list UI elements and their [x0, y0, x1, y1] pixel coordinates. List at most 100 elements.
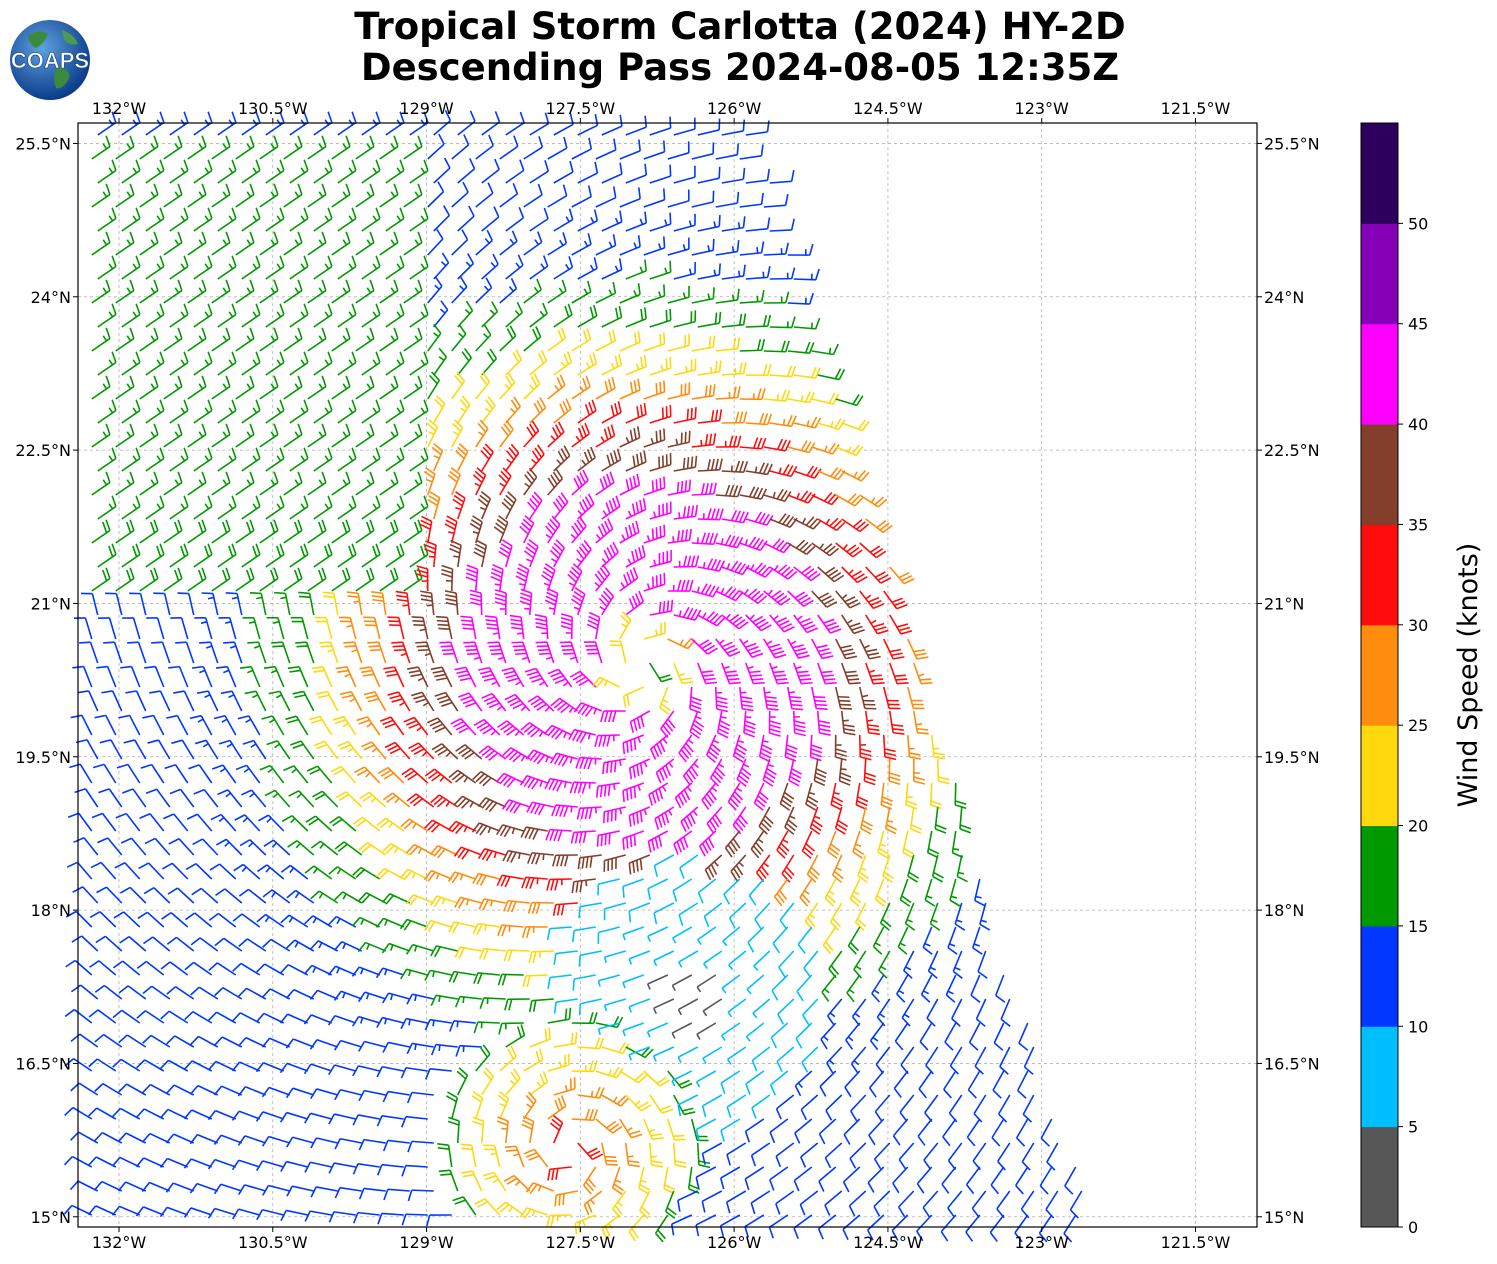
barb-feather: [563, 805, 569, 818]
barb-feather: [689, 708, 701, 714]
wind-barb: [550, 752, 578, 767]
wind-barb: [834, 686, 853, 710]
wind-barb: [429, 845, 459, 859]
barb-half-feather: [664, 267, 668, 274]
barb-feather: [793, 720, 806, 725]
barb-feather: [528, 467, 538, 478]
barb-feather: [545, 829, 551, 841]
barb-feather: [682, 555, 688, 567]
barb-feather: [579, 880, 583, 893]
barb-feather: [153, 231, 159, 243]
barb-shaft: [619, 245, 641, 256]
barb-feather: [321, 423, 327, 435]
barb-feather: [655, 479, 658, 491]
barb-feather: [536, 278, 542, 290]
barb-half-feather: [174, 335, 180, 342]
wind-barb: [498, 539, 513, 568]
barb-half-feather: [412, 822, 417, 829]
barb-feather: [94, 714, 106, 719]
barb-feather: [111, 543, 117, 555]
barb-feather: [231, 543, 237, 555]
barb-shaft: [151, 764, 165, 784]
barb-feather: [587, 185, 592, 197]
wind-barb: [527, 695, 555, 712]
barb-feather: [629, 569, 636, 581]
barb-feather: [732, 485, 739, 497]
wind-barb: [435, 615, 453, 640]
barb-feather: [485, 399, 494, 410]
barb-feather: [368, 645, 380, 648]
barb-feather: [503, 725, 514, 734]
barb-feather: [311, 718, 323, 724]
barb-feather: [600, 523, 608, 535]
barb-shaft: [697, 273, 720, 280]
barb-feather: [369, 567, 375, 579]
wind-barb: [119, 886, 147, 904]
barb-half-feather: [228, 694, 235, 699]
barb-half-feather: [590, 216, 595, 224]
wind-barb: [602, 758, 626, 775]
barb-half-feather: [688, 268, 692, 275]
barb-shaft: [433, 167, 451, 184]
barb-feather: [433, 846, 443, 857]
wind-barb: [697, 118, 721, 136]
wind-barb: [667, 141, 690, 160]
barb-feather: [712, 615, 723, 625]
barb-feather: [401, 767, 412, 776]
barb-shaft: [313, 121, 333, 136]
barb-feather: [557, 830, 563, 842]
barb-half-feather: [228, 263, 234, 270]
barb-feather: [228, 545, 234, 558]
barb-half-feather: [788, 691, 795, 694]
barb-shaft: [193, 409, 213, 424]
barb-feather: [854, 497, 864, 507]
barb-feather: [633, 834, 637, 846]
barb-half-feather: [348, 167, 354, 174]
wind-barb: [319, 641, 339, 664]
wind-barb: [739, 144, 764, 160]
wind-barb: [827, 830, 841, 859]
barb-feather: [546, 591, 558, 599]
barb-half-feather: [668, 762, 674, 768]
barb-shaft: [79, 763, 93, 784]
wind-barb: [259, 471, 279, 496]
barb-feather: [515, 575, 527, 582]
barb-half-feather: [156, 359, 162, 366]
wind-barb: [472, 770, 501, 787]
barb-feather: [496, 875, 503, 887]
wind-barb: [419, 515, 433, 544]
barb-feather: [438, 347, 447, 358]
barb-feather: [705, 611, 716, 621]
barb-feather: [760, 437, 767, 450]
barb-feather: [215, 838, 227, 846]
barb-half-feather: [608, 289, 613, 296]
barb-shaft: [331, 481, 351, 496]
wind-barb: [192, 665, 213, 688]
logo-text: COAPS: [11, 48, 89, 73]
barb-feather: [382, 719, 394, 726]
barb-shaft: [403, 481, 423, 496]
wind-barb: [313, 159, 333, 184]
barb-half-feather: [709, 366, 713, 374]
wind-barb: [337, 255, 357, 280]
wind-barb: [457, 205, 475, 232]
barb-feather: [588, 611, 600, 619]
barb-feather: [210, 813, 222, 821]
barb-feather: [716, 700, 728, 705]
wind-barb: [667, 237, 690, 256]
barb-feather: [651, 839, 656, 851]
wind-barb: [598, 587, 615, 616]
wind-barb: [835, 394, 864, 407]
barb-feather: [583, 330, 588, 342]
barb-feather: [682, 506, 687, 518]
barb-feather: [460, 276, 468, 288]
barb-feather: [694, 455, 698, 468]
barb-feather: [606, 473, 612, 486]
barb-feather: [199, 641, 211, 644]
barb-feather: [706, 508, 712, 520]
wind-barb: [290, 740, 315, 760]
barb-feather: [830, 803, 842, 811]
barb-half-feather: [300, 407, 306, 414]
wind-barb: [217, 399, 237, 424]
wind-barb: [882, 854, 895, 883]
